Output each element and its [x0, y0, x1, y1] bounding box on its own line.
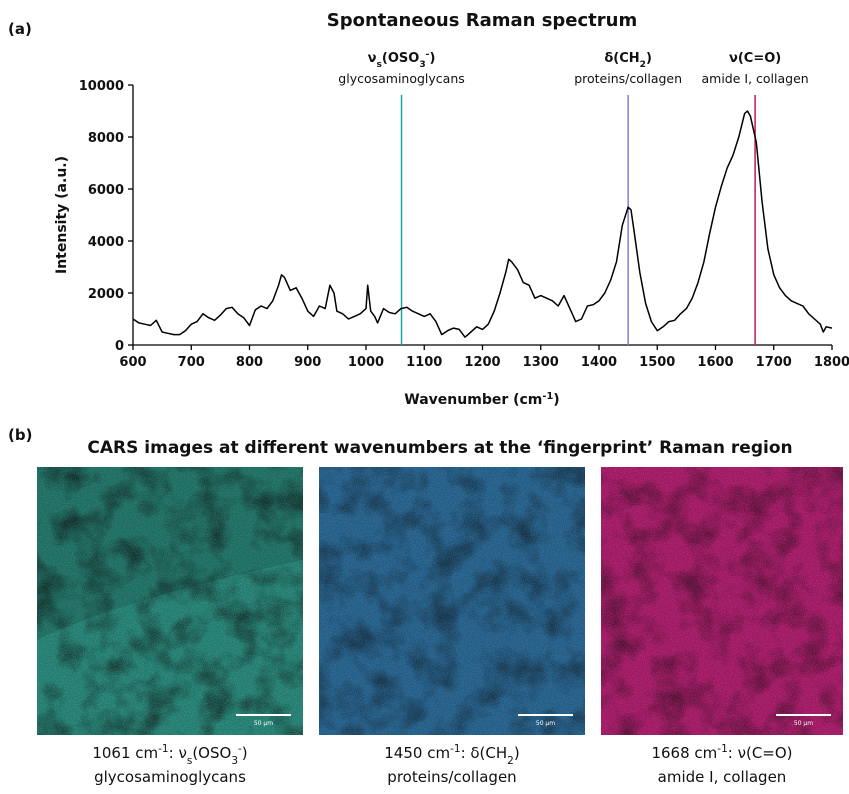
image-caption: 1450 cm-1: δ(CH2)	[384, 743, 519, 767]
superscript: -1	[542, 391, 553, 402]
superscript: -	[238, 743, 242, 755]
x-tick-label: 1200	[464, 355, 500, 370]
y-tick-label: 8000	[88, 131, 124, 146]
image-2	[319, 467, 585, 735]
y-tick-label: 6000	[88, 183, 124, 198]
y-tick-label: 0	[115, 339, 124, 354]
image-caption: 1668 cm-1: ν(C=O)	[651, 743, 792, 762]
y-tick-label: 4000	[88, 235, 124, 250]
panel-label: (a)	[8, 20, 32, 38]
marker-label: νs(OSO3-)	[368, 50, 436, 70]
x-tick-label: 1800	[814, 355, 849, 370]
y-tick-label: 2000	[88, 287, 124, 302]
x-tick-label: 1300	[523, 355, 559, 370]
text-part: δ(CH	[604, 51, 639, 66]
x-axis-label: Wavenumber (cm-1)	[404, 391, 559, 409]
scale-bar-label: 50 µm	[794, 720, 813, 727]
x-tick-label: 1500	[639, 355, 675, 370]
text-part: )	[242, 744, 248, 762]
text-part: Wavenumber (cm	[404, 392, 542, 408]
superscript: -	[426, 50, 430, 60]
y-tick-label: 10000	[79, 79, 124, 94]
subscript: s	[187, 755, 192, 767]
x-tick-label: 900	[294, 355, 321, 370]
text-part: 1061 cm	[92, 744, 158, 762]
subscript: 3	[231, 755, 238, 767]
x-tick-label: 800	[236, 355, 263, 370]
spectrum-line	[132, 110, 833, 338]
marker-sublabel: glycosaminoglycans	[338, 71, 465, 86]
subscript: s	[377, 60, 382, 70]
marker-sublabel: amide I, collagen	[702, 71, 809, 86]
text-part: (OSO	[382, 51, 419, 66]
text-part: : ν	[169, 744, 187, 762]
image-caption: 1061 cm-1: νs(OSO3-)	[92, 743, 247, 767]
text-part: )	[429, 51, 435, 66]
text-part: 1450 cm	[384, 744, 450, 762]
marker-sublabel: proteins/collagen	[574, 71, 682, 86]
y-axis-label: Intensity (a.u.)	[54, 156, 70, 274]
x-tick-label: 600	[119, 355, 146, 370]
image-1	[37, 467, 303, 735]
text-part: ν	[368, 51, 377, 66]
text-part: ν(C=O)	[729, 51, 781, 66]
subscript: 2	[507, 755, 514, 767]
scale-bar-label: 50 µm	[536, 720, 555, 727]
images-title: CARS images at different wavenumbers at …	[87, 438, 792, 458]
panel-label: (b)	[8, 426, 32, 444]
x-tick-label: 1100	[406, 355, 442, 370]
chart-title: Spontaneous Raman spectrum	[327, 10, 637, 31]
x-tick-label: 1400	[581, 355, 617, 370]
superscript: -1	[158, 743, 168, 755]
image-caption-line2: glycosaminoglycans	[94, 768, 246, 786]
superscript: -1	[717, 743, 727, 755]
subscript: 2	[640, 60, 646, 70]
text-part: )	[553, 392, 559, 408]
text-part: : δ(CH	[461, 744, 508, 762]
text-part: )	[514, 744, 520, 762]
x-tick-label: 1600	[697, 355, 733, 370]
image-caption-line2: amide I, collagen	[658, 768, 787, 786]
image-3	[601, 467, 843, 735]
image-caption-line2: proteins/collagen	[387, 768, 516, 786]
x-tick-label: 1000	[348, 355, 384, 370]
marker-label: ν(C=O)	[729, 51, 781, 66]
text-part: 1668 cm	[651, 744, 717, 762]
text-part: : ν(C=O)	[728, 744, 793, 762]
text-part: (OSO	[192, 744, 231, 762]
marker-label: δ(CH2)	[604, 51, 652, 70]
subscript: 3	[419, 60, 425, 70]
text-part: )	[646, 51, 652, 66]
superscript: -1	[450, 743, 460, 755]
x-tick-label: 700	[178, 355, 205, 370]
x-tick-label: 1700	[756, 355, 792, 370]
scale-bar-label: 50 µm	[254, 720, 273, 727]
